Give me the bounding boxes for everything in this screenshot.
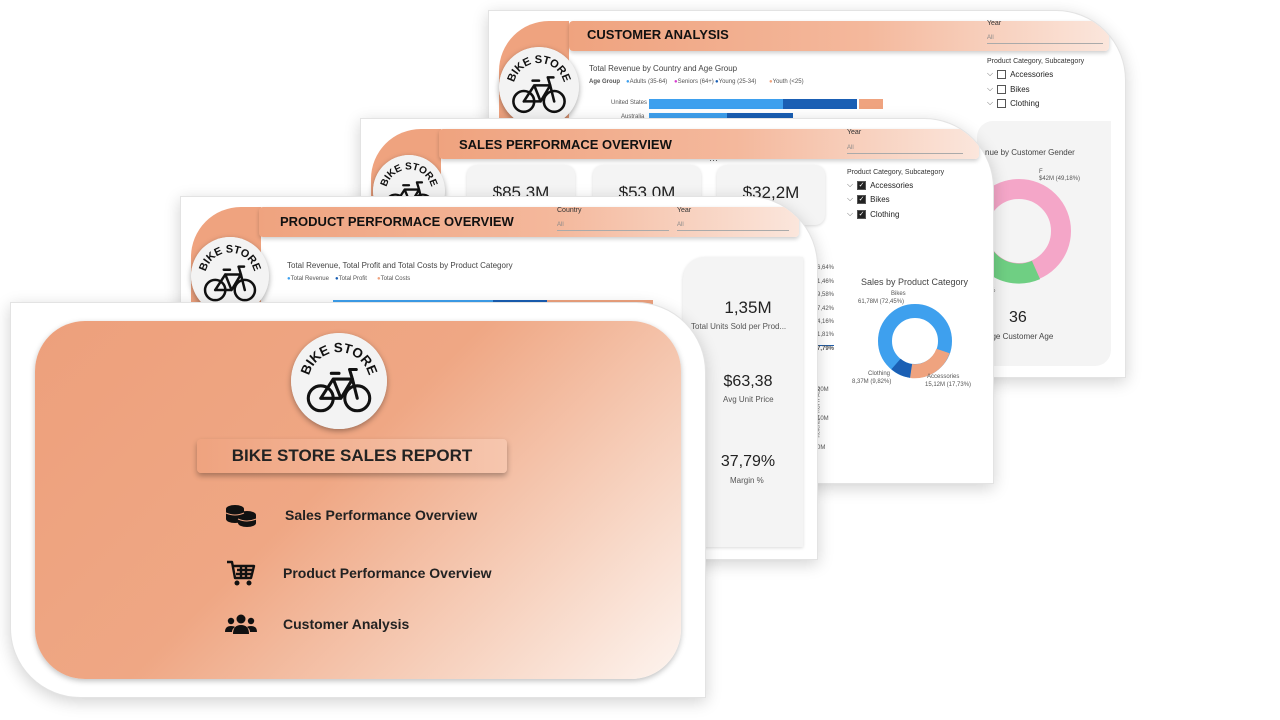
year-slicer[interactable]: All [677,220,789,231]
accessories-slice [910,348,950,379]
country-slicer[interactable]: All [557,220,669,231]
country-slicer-label: Country [557,207,582,214]
country-label: United States [611,100,648,106]
axis-tick: 20M [817,387,829,393]
page-title: SALES PERFORMACE OVERVIEW [459,137,672,152]
legend-seniors: ●Seniors (64+) [674,79,714,85]
chevron-down-icon: ⌵ [987,69,994,78]
country-label: Australia [621,114,645,120]
category-bikes[interactable]: ⌵ ✓ Bikes [847,194,890,204]
category-accessories[interactable]: ⌵ Accessories [987,69,1054,79]
category-clothing[interactable]: ⌵ ✓ Clothing [847,209,900,219]
pct-value: 6,64% [817,265,835,271]
category-bikes[interactable]: ⌵ Bikes [987,84,1030,94]
nav-sales-performance[interactable]: Sales Performance Overview [223,501,477,529]
pct-value: 1,46% [817,279,835,285]
axis-tick: 10M [817,416,829,422]
category-accessories[interactable]: ⌵ ✓ Accessories [847,180,914,190]
nav-customer-analysis[interactable]: Customer Analysis [225,612,409,636]
clothing-value: 8,37M (9,82%) [852,379,892,385]
home-logo [291,333,387,429]
legend-youth: ●Youth (<25) [769,79,804,85]
legend-adults: ●Adults (35-64) [626,79,668,85]
bikes-label: Bikes [891,291,906,297]
pct-value: 9,58% [817,292,835,298]
accessories-value: 15,12M (17,73%) [925,382,972,388]
avg-age-label: age Customer Age [987,332,1054,341]
chevron-down-icon: ⌵ [987,98,994,107]
avg-age-value: 36 [1009,309,1027,326]
axis-tick: 0M [817,445,826,451]
customer-title-banner [569,21,1109,51]
pct-value: 7,42% [817,306,835,312]
bar-us-adults[interactable] [649,99,783,109]
nav-label[interactable]: Product Performance Overview [283,565,492,581]
bar-au-young[interactable] [727,113,793,121]
units-sold-label: Total Units Sold per Prod... [691,322,787,331]
gender-panel [977,121,1111,366]
chevron-down-icon: ⌵ [987,84,994,93]
home-card: BIKE STORE SALES REPORT Sales Performanc… [10,302,706,698]
legend-young: ●Young (25-34) [715,79,757,85]
year-slicer-label: Year [987,20,1002,27]
pct-value: 7,79% [817,345,835,352]
age-group-legend-title: Age Group [589,79,620,85]
nav-label[interactable]: Customer Analysis [283,616,410,632]
chevron-down-icon: ⌵ [847,180,854,189]
units-sold-value: 1,35M [724,298,772,317]
clothing-label: Clothing [868,371,891,377]
bar-us-young[interactable] [783,99,857,109]
bikes-value: 61,78M (72,45%) [858,299,905,305]
avg-price-value: $63,38 [723,373,773,390]
category-donut[interactable] [873,299,957,383]
sales-title-banner [439,129,979,159]
pct-value: 1,81% [817,332,835,338]
accessories-label: Accessories [927,374,960,380]
category-slicer-label: Product Category, Subcategory [847,169,945,176]
year-slicer-label: Year [677,207,692,214]
legend-total-costs: ●Total Costs [377,276,411,282]
coins-icon [225,505,257,527]
page-title: PRODUCT PERFORMACE OVERVIEW [280,214,514,229]
gender-f-label: F [1039,169,1043,175]
category-clothing[interactable]: ⌵ Clothing [987,98,1040,108]
revenue-country-chart-title: Total Revenue by Country and Age Group [589,64,738,73]
product-chart-title: Total Revenue, Total Profit and Total Co… [287,261,513,270]
page-title: CUSTOMER ANALYSIS [587,27,729,42]
report-title-box: BIKE STORE SALES REPORT [197,439,507,473]
more-options-icon[interactable]: ⋯ [709,155,718,165]
margin-label: Margin % [730,476,764,485]
year-slicer[interactable]: All [987,33,1103,44]
bar-au-adults[interactable] [649,113,727,121]
chevron-down-icon: ⌵ [847,194,854,203]
legend-total-profit: ●Total Profit [335,276,367,282]
cart-icon [227,560,256,586]
donut-chart-title: Sales by Product Category [861,277,969,287]
gender-chart-title: nue by Customer Gender [985,148,1075,157]
chevron-down-icon: ⌵ [847,209,854,218]
users-icon [225,614,257,634]
nav-product-performance[interactable]: Product Performance Overview [225,559,492,587]
legend-total-revenue: ●Total Revenue [287,276,329,282]
gender-f-value: $42M (49,18%) [1039,176,1081,182]
report-title: BIKE STORE SALES REPORT [231,446,473,465]
pct-value: 4,16% [817,319,835,325]
margin-value: 37,79% [720,453,776,470]
bar-us-youth[interactable] [859,99,883,109]
avg-price-label: Avg Unit Price [723,395,774,404]
customer-logo [499,47,579,127]
product-title-banner [259,207,799,237]
year-slicer-label: Year [847,129,862,136]
clothing-slice [891,358,913,378]
category-slicer-label: Product Category, Subcategory [987,58,1085,65]
nav-label[interactable]: Sales Performance Overview [285,507,478,523]
year-slicer[interactable]: All [847,143,963,154]
